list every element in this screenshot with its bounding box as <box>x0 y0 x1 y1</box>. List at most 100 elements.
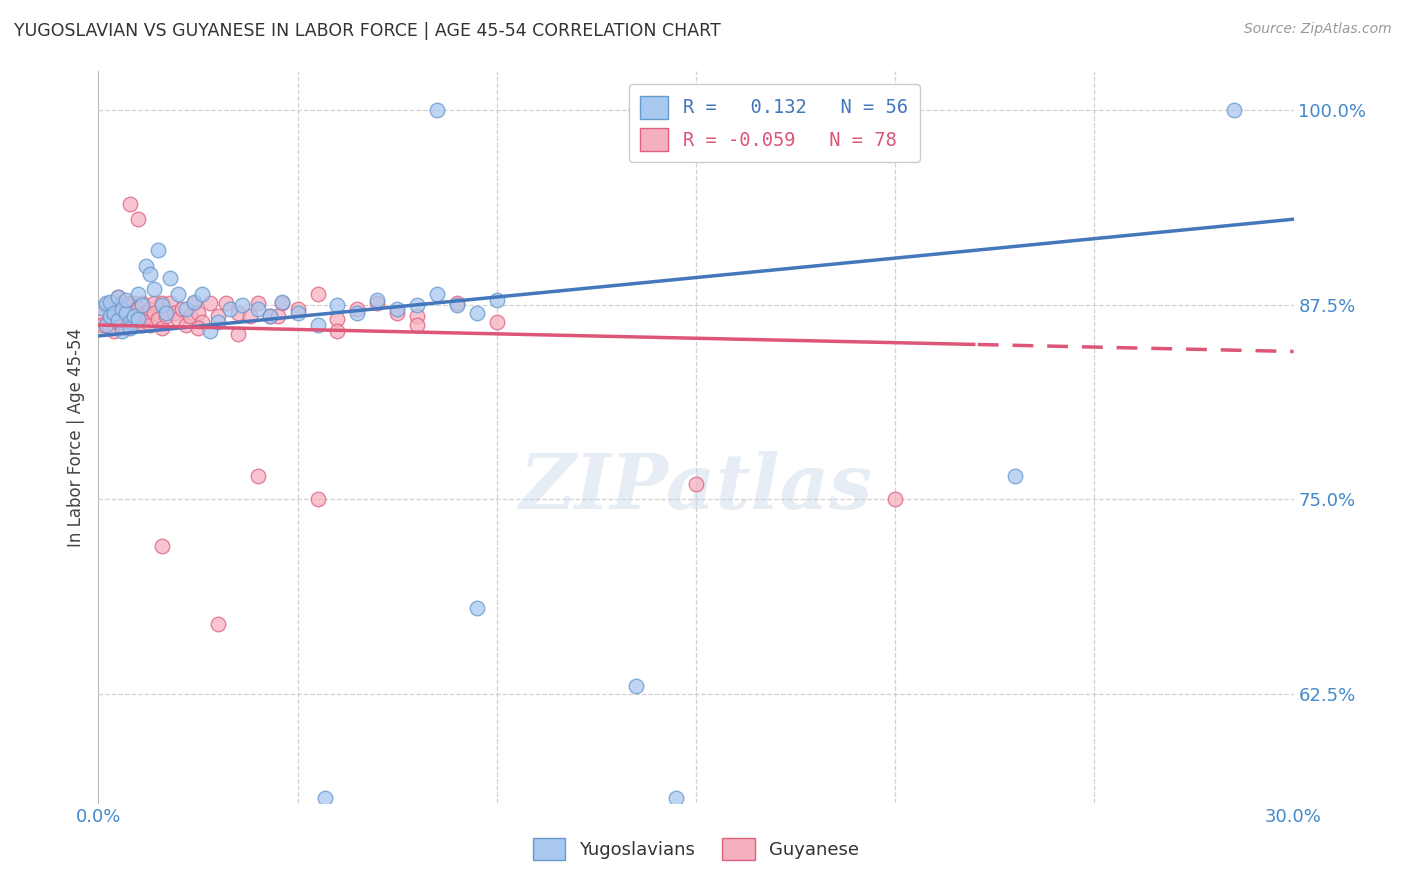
Text: Source: ZipAtlas.com: Source: ZipAtlas.com <box>1244 22 1392 37</box>
Point <box>148 244 170 258</box>
Point <box>107 315 129 329</box>
Point <box>115 293 138 307</box>
Point <box>167 311 190 326</box>
Point <box>143 305 166 319</box>
Point <box>315 791 337 805</box>
Point <box>174 302 197 317</box>
Point <box>150 321 173 335</box>
Point <box>626 103 648 118</box>
Point <box>115 321 138 335</box>
Point <box>259 309 281 323</box>
Point <box>745 142 768 156</box>
Point <box>465 305 488 319</box>
Point <box>96 318 118 332</box>
Point <box>103 296 125 310</box>
Point <box>120 315 142 329</box>
Point <box>115 299 138 313</box>
Point <box>98 302 122 317</box>
Y-axis label: In Labor Force | Age 45-54: In Labor Force | Age 45-54 <box>66 327 84 547</box>
Text: ZIPatlas: ZIPatlas <box>519 451 873 525</box>
Point <box>385 305 409 319</box>
Point <box>96 318 118 332</box>
Point <box>127 212 149 227</box>
Point <box>124 296 146 310</box>
Point <box>187 321 209 335</box>
Point <box>406 309 429 323</box>
Point <box>485 293 508 307</box>
Point <box>174 318 197 332</box>
Point <box>155 309 177 323</box>
Point <box>172 302 194 317</box>
Point <box>685 476 707 491</box>
Point <box>246 296 269 310</box>
Point <box>139 318 162 332</box>
Point <box>239 309 262 323</box>
Point <box>91 305 114 319</box>
Point <box>226 327 249 342</box>
Point <box>187 305 209 319</box>
Point <box>191 315 214 329</box>
Point <box>107 290 129 304</box>
Point <box>96 296 118 310</box>
Point <box>485 315 508 329</box>
Point <box>111 302 134 317</box>
Point <box>366 296 388 310</box>
Point <box>159 296 181 310</box>
Point <box>131 298 153 312</box>
Point <box>127 311 149 326</box>
Point <box>96 298 118 312</box>
Point <box>103 305 125 319</box>
Point <box>465 601 488 615</box>
Point <box>198 324 221 338</box>
Point <box>127 302 149 317</box>
Point <box>143 282 166 296</box>
Point <box>143 296 166 310</box>
Point <box>111 318 134 332</box>
Point <box>107 313 129 327</box>
Point <box>366 293 388 307</box>
Point <box>270 294 292 309</box>
Point <box>139 267 162 281</box>
Point <box>307 286 329 301</box>
Point <box>307 492 329 507</box>
Point <box>270 296 292 310</box>
Point <box>115 309 138 323</box>
Point <box>385 302 409 317</box>
Point <box>163 305 186 319</box>
Point <box>179 309 201 323</box>
Point <box>131 318 153 332</box>
Point <box>135 259 157 273</box>
Point <box>665 791 688 805</box>
Point <box>246 469 269 483</box>
Point <box>120 305 142 319</box>
Point <box>103 324 125 338</box>
Point <box>111 296 134 310</box>
Point <box>246 302 269 317</box>
Point <box>884 492 907 507</box>
Point <box>346 305 368 319</box>
Point <box>231 298 253 312</box>
Point <box>446 296 468 310</box>
Point <box>135 309 157 323</box>
Point <box>150 298 173 312</box>
Point <box>287 305 309 319</box>
Point <box>98 309 122 323</box>
Point <box>139 302 162 317</box>
Point <box>120 315 142 329</box>
Point <box>120 196 142 211</box>
Point <box>626 679 648 693</box>
Point <box>207 315 229 329</box>
Point <box>91 301 114 315</box>
Point <box>124 309 146 323</box>
Point <box>167 286 190 301</box>
Point <box>259 309 281 323</box>
Point <box>135 305 157 319</box>
Point <box>346 302 368 317</box>
Point <box>326 298 349 312</box>
Point <box>406 318 429 332</box>
Point <box>127 315 149 329</box>
Point <box>91 318 114 332</box>
Point <box>191 286 214 301</box>
Point <box>120 321 142 335</box>
Point <box>124 309 146 323</box>
